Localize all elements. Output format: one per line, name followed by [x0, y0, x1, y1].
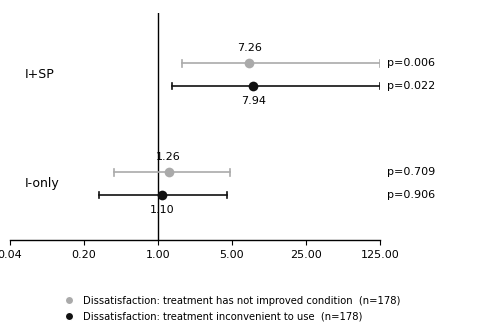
- Text: I+SP: I+SP: [24, 68, 54, 81]
- Text: 7.26: 7.26: [236, 43, 262, 53]
- Text: 1.26: 1.26: [156, 152, 181, 162]
- Text: p=0.906: p=0.906: [388, 190, 436, 200]
- Text: p=0.709: p=0.709: [388, 167, 436, 177]
- Text: p=0.006: p=0.006: [388, 58, 436, 68]
- Legend: Dissatisfaction: treatment has not improved condition  (n=178), Dissatisfaction:: Dissatisfaction: treatment has not impro…: [55, 292, 405, 326]
- Text: p=0.022: p=0.022: [388, 81, 436, 91]
- Text: 7.94: 7.94: [241, 96, 266, 106]
- Text: 1.10: 1.10: [150, 205, 174, 215]
- Text: I-only: I-only: [24, 177, 59, 190]
